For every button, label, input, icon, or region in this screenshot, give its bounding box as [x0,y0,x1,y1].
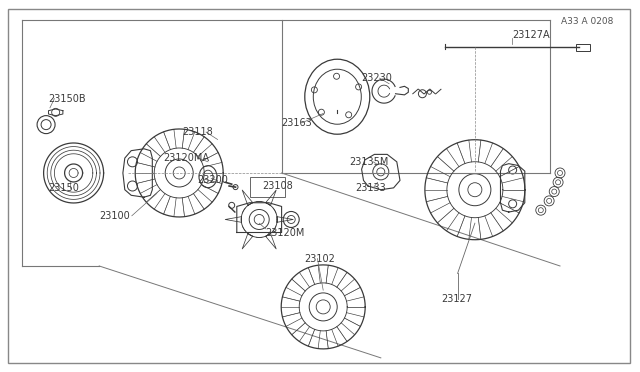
Text: 23163: 23163 [282,118,312,128]
Text: 23108: 23108 [262,181,293,191]
Text: 23230: 23230 [362,73,392,83]
Text: 23127A: 23127A [512,31,550,40]
Text: 23200: 23200 [197,176,228,185]
Text: 23118: 23118 [182,127,213,137]
Text: 23120MA: 23120MA [163,153,209,163]
Text: 23150: 23150 [48,183,79,193]
Text: 23133: 23133 [355,183,386,193]
Text: A33 A 0208: A33 A 0208 [561,17,613,26]
Bar [250,177,285,197]
Text: 23127: 23127 [442,295,472,304]
Bar [576,44,590,51]
Text: 23100: 23100 [99,211,130,221]
Text: 23120M: 23120M [266,228,305,237]
Text: 23150B: 23150B [48,94,86,103]
Text: 23135M: 23135M [349,157,388,167]
Text: 23102: 23102 [304,254,335,263]
